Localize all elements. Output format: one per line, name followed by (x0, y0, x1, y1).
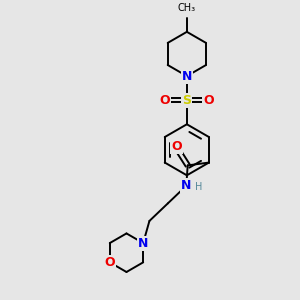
Text: N: N (182, 70, 192, 83)
Text: O: O (171, 140, 182, 153)
Text: N: N (182, 70, 192, 83)
Text: H: H (195, 182, 203, 192)
Text: CH₃: CH₃ (178, 3, 196, 13)
Text: N: N (138, 237, 148, 250)
Text: O: O (203, 94, 214, 107)
Text: S: S (182, 94, 191, 107)
Text: N: N (138, 237, 148, 250)
Text: N: N (181, 179, 191, 192)
Text: O: O (160, 94, 170, 107)
Text: O: O (104, 256, 115, 269)
